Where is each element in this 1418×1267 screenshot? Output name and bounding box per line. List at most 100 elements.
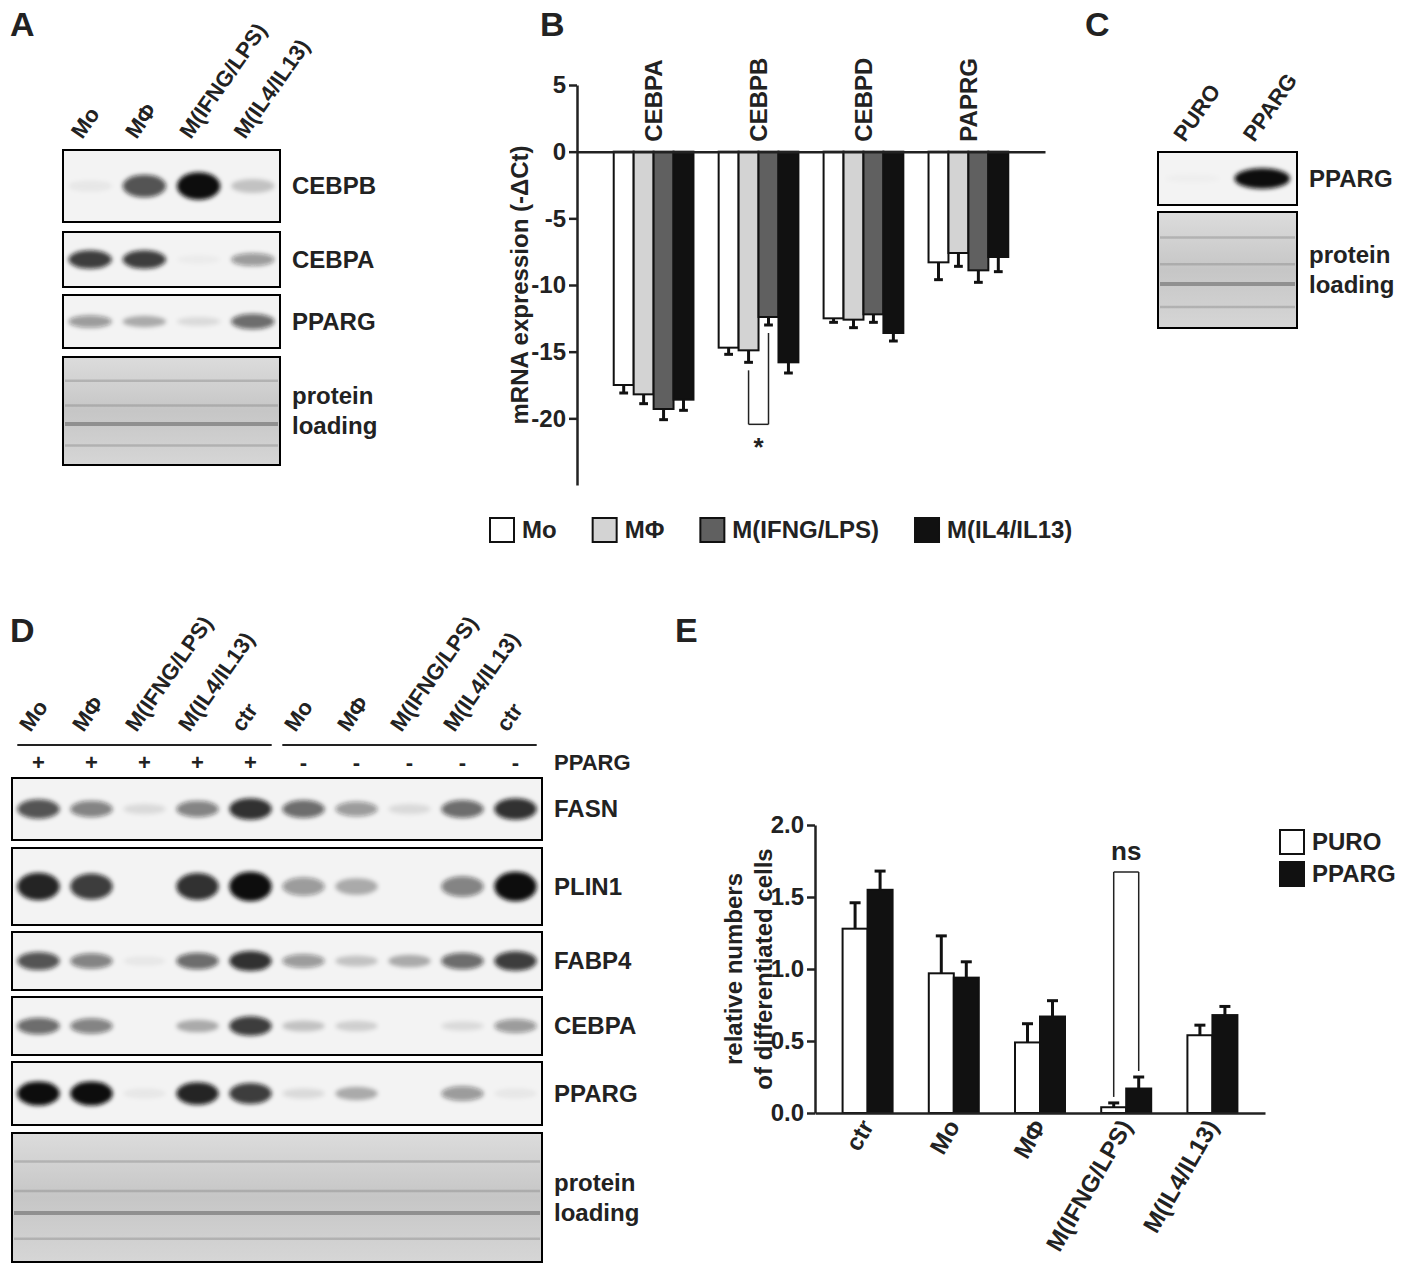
blot-band [441, 953, 483, 970]
treatment-sign: - [459, 750, 466, 775]
error-bar-cap [784, 372, 793, 375]
error-bar [936, 936, 947, 973]
legend-label: PPARG [1312, 860, 1396, 887]
tick-group: CEBPD [850, 58, 877, 142]
tick-group: CEBPB [745, 58, 772, 142]
row-label: CEBPB [292, 172, 376, 199]
blot-band [176, 801, 218, 817]
blot-band [388, 804, 430, 814]
legend-label: M(IL4/IL13) [947, 516, 1072, 543]
panel-label: A [10, 5, 35, 43]
bracket-line [1114, 871, 1139, 873]
error-bar-cap [1219, 1005, 1230, 1008]
error-bar-cap [974, 281, 983, 284]
blot-band [17, 873, 59, 901]
significance-bracket [1114, 872, 1139, 1097]
annotation: * [753, 432, 764, 462]
row-label: PPARG [1309, 165, 1393, 192]
axis-title: of differentiated cells [750, 848, 777, 1089]
blot-band [70, 801, 112, 817]
blot-band [123, 956, 165, 965]
bracket-line [768, 333, 770, 424]
blot-band [70, 874, 112, 900]
tick-group: 2.0 [771, 811, 815, 838]
error-bar [764, 317, 773, 325]
blot-band [1165, 175, 1221, 183]
treatment-sign: - [406, 750, 413, 775]
bar [843, 929, 868, 1113]
tick-label: ctr [840, 1115, 879, 1155]
error-bar-cap [961, 960, 972, 963]
error-bar [1022, 1024, 1033, 1043]
error-bar-cap [875, 870, 886, 873]
treatment-label: PPARG [554, 750, 631, 775]
tick [569, 418, 577, 421]
tick-label: M(IL4/IL13) [1137, 1115, 1223, 1237]
bar [948, 152, 968, 253]
tick [569, 284, 577, 287]
y-axis: 0.00.51.01.52.0 [771, 811, 816, 1126]
panel-label: D [10, 611, 35, 649]
tick-label: PAPRG [955, 58, 982, 142]
legend-swatch [1280, 830, 1304, 854]
error-bar-cap [889, 340, 898, 343]
row-label: loading [292, 412, 377, 439]
row-label: FASN [554, 795, 618, 822]
row-label: CEBPA [292, 246, 374, 273]
bar [778, 152, 798, 363]
blot-band [441, 1021, 483, 1031]
tick-label: MΦ [1008, 1115, 1051, 1163]
loading-stripe [65, 404, 278, 407]
tick-group: M(IL4/IL13) [1137, 1115, 1223, 1237]
legend-label: MΦ [625, 516, 665, 543]
blot-panel: MoMΦM(IFNG/LPS)M(IL4/IL13)CEBPBCEBPAPPAR… [63, 18, 377, 465]
panel-label: B [540, 5, 565, 43]
bar [929, 152, 949, 263]
loading-box [1158, 212, 1297, 328]
error-bar [679, 400, 688, 411]
tick-label: M(IFNG/LPS) [1041, 1115, 1138, 1256]
error-bar-cap [994, 270, 1003, 273]
error-bar-stem [747, 350, 750, 362]
blot-panel: MoMΦM(IFNG/LPS)M(IL4/IL13)ctrMoMΦM(IFNG/… [12, 611, 639, 1262]
row-label: PPARG [292, 308, 376, 335]
bar [968, 152, 988, 271]
blot-box [12, 1062, 542, 1125]
error-bar-stem [965, 962, 968, 978]
row-label: loading [1309, 271, 1394, 298]
legend-label: PURO [1312, 828, 1381, 855]
blot-band [123, 316, 166, 327]
error-bar-cap [724, 353, 733, 356]
tick-group: 0 [553, 138, 577, 165]
blot-band [68, 180, 111, 191]
bar [1015, 1042, 1040, 1113]
blot-box [12, 848, 542, 925]
error-bar [875, 871, 886, 890]
error-bar-stem [997, 257, 1000, 272]
loading-stripe [14, 1211, 540, 1215]
blot-band [176, 953, 218, 970]
blot-band [229, 872, 271, 902]
error-bar-cap [1194, 1024, 1205, 1027]
loading-stripe [65, 422, 278, 426]
panel-label: E [675, 611, 698, 649]
error-bar-cap [679, 409, 688, 412]
bar [674, 152, 694, 400]
bar [654, 152, 674, 409]
legend-swatch [593, 518, 617, 542]
bar [929, 973, 954, 1113]
bar [614, 152, 634, 385]
error-bar-stem [682, 400, 685, 411]
treatment-sign: - [353, 750, 360, 775]
row-label: protein [292, 382, 373, 409]
error-bar-stem [940, 936, 943, 973]
plot-area [843, 871, 1238, 1113]
blot-band [176, 873, 218, 900]
lane-label: Mo [279, 696, 318, 736]
blot-band [282, 954, 324, 968]
loading-stripe [1160, 236, 1295, 239]
error-bar-cap [764, 324, 773, 327]
bar [739, 152, 759, 351]
bar [824, 152, 844, 319]
row-label: PPARG [554, 1080, 638, 1107]
